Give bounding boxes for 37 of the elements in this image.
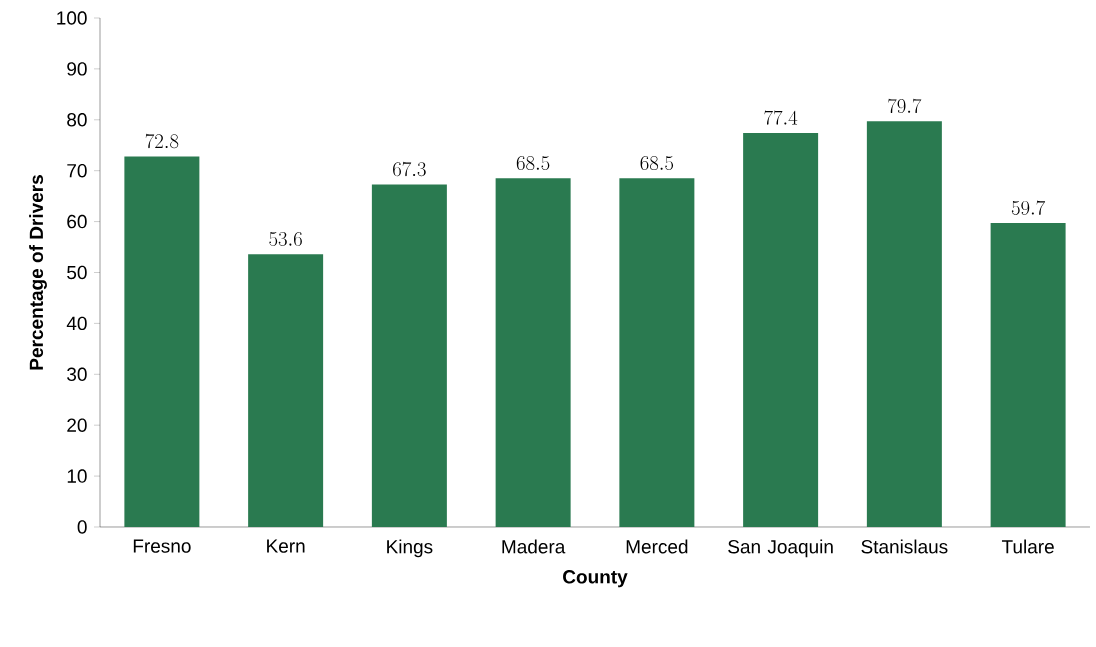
x-tick-label: Kings bbox=[387, 539, 433, 558]
data-label: 59.7 bbox=[1011, 200, 1046, 215]
x-tick-label: Fresno bbox=[133, 539, 191, 553]
bar bbox=[371, 184, 447, 527]
y-tick-label: 60 bbox=[67, 214, 87, 229]
x-tick-label: Madera bbox=[502, 539, 566, 554]
x-tick-label: San Joaquin bbox=[728, 539, 833, 558]
y-tick-label: 70 bbox=[67, 163, 87, 178]
bar bbox=[619, 178, 695, 527]
data-label: 79.7 bbox=[888, 98, 922, 114]
data-label: 77.4 bbox=[764, 110, 798, 125]
y-tick-label: 40 bbox=[66, 316, 87, 331]
y-tick-label: 10 bbox=[67, 469, 87, 483]
bar bbox=[124, 156, 200, 527]
data-label: 68.5 bbox=[516, 156, 550, 171]
y-tick-label: 100 bbox=[57, 11, 87, 25]
y-axis-title: Percentage of Drivers bbox=[29, 175, 47, 370]
bar bbox=[248, 254, 324, 527]
data-label: 68.5 bbox=[640, 156, 674, 171]
x-axis-title: County bbox=[563, 570, 628, 588]
data-label: 67.3 bbox=[393, 161, 426, 177]
y-tick-label: 50 bbox=[67, 265, 87, 280]
bar bbox=[743, 133, 819, 527]
bar bbox=[990, 223, 1066, 527]
y-tick-label: 80 bbox=[67, 113, 87, 127]
bar bbox=[866, 121, 942, 527]
y-tick-label: 30 bbox=[67, 367, 87, 382]
x-tick-label: Stanislaus bbox=[861, 539, 948, 554]
x-tick-label: Tulare bbox=[1001, 539, 1054, 554]
data-label: 72.8 bbox=[145, 133, 179, 149]
data-label: 53.6 bbox=[269, 231, 302, 246]
y-tick-label: 20 bbox=[67, 418, 87, 432]
x-tick-label: Merced bbox=[626, 539, 688, 554]
x-tick-label: Kern bbox=[267, 539, 305, 553]
y-tick-label: 90 bbox=[67, 62, 87, 76]
bar bbox=[495, 178, 571, 527]
y-tick-label: 0 bbox=[77, 520, 87, 534]
